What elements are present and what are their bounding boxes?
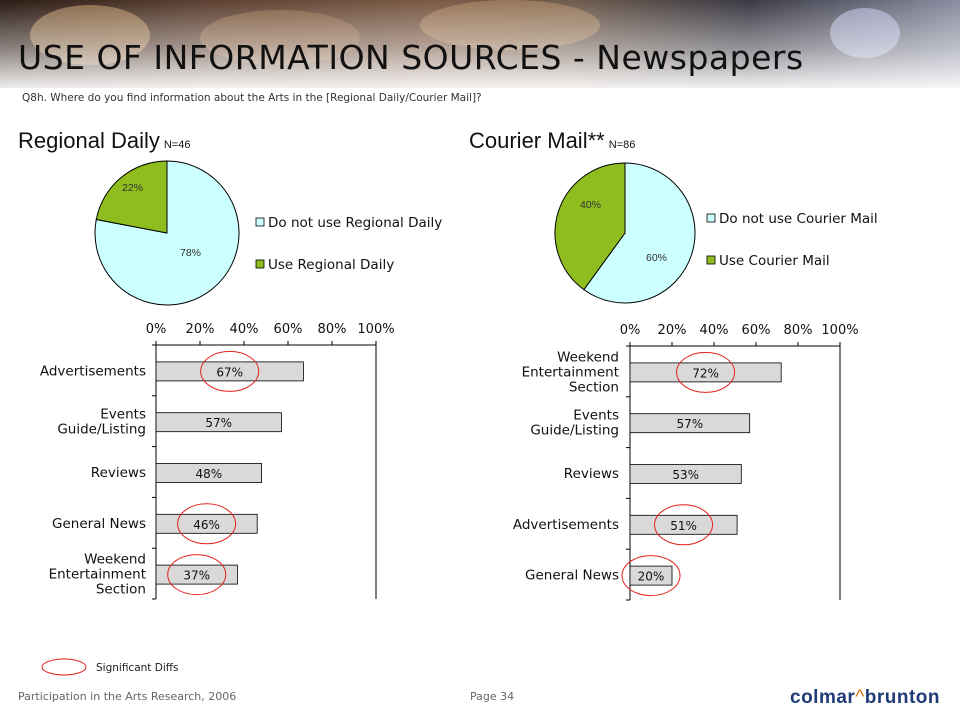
bar-category-label: Guide/Listing bbox=[57, 422, 146, 438]
legend-swatch bbox=[706, 255, 716, 265]
bar bbox=[629, 413, 751, 434]
pie-title-courier: Courier Mail** N=86 bbox=[469, 128, 635, 154]
bar-tick-label: 0% bbox=[620, 323, 641, 338]
bar-value-label: 46% bbox=[193, 518, 220, 532]
bar-category-label: Events bbox=[573, 408, 619, 424]
bar bbox=[155, 361, 304, 382]
significance-circle bbox=[676, 351, 736, 393]
bar-category-label: Entertainment bbox=[49, 567, 146, 583]
bar-value-label: 20% bbox=[638, 570, 665, 584]
bar-category-label: Weekend bbox=[557, 349, 619, 365]
bar-tick-label: 100% bbox=[357, 322, 394, 337]
question-text: Q8h. Where do you find information about… bbox=[22, 92, 482, 104]
bar-tick-label: 80% bbox=[318, 322, 347, 337]
bar-value-label: 72% bbox=[692, 366, 719, 380]
bar-tick-label: 20% bbox=[186, 322, 215, 337]
legend-label: Use Courier Mail bbox=[719, 253, 830, 269]
pie-n-regional: N=46 bbox=[163, 139, 191, 151]
bar-tick-label: 20% bbox=[658, 323, 687, 338]
bar-value-label: 51% bbox=[670, 519, 697, 533]
significance-circle bbox=[654, 504, 714, 546]
significance-circle bbox=[167, 554, 227, 596]
bar bbox=[155, 513, 258, 534]
bar-category-label: Weekend bbox=[84, 552, 146, 568]
bar-category-label: Events bbox=[100, 407, 146, 423]
bar-category-label: Reviews bbox=[564, 466, 619, 482]
significance-circle bbox=[177, 503, 237, 545]
legend-label: Use Regional Daily bbox=[268, 257, 394, 273]
bar-tick-label: 40% bbox=[230, 322, 259, 337]
bar-category-label: Section bbox=[96, 582, 146, 598]
bar-value-label: 53% bbox=[672, 468, 699, 482]
bar bbox=[155, 412, 282, 433]
header-banner bbox=[0, 0, 960, 88]
legend-label: Do not use Courier Mail bbox=[719, 211, 878, 227]
bar-value-label: 67% bbox=[216, 365, 243, 379]
logo-mark: ^ bbox=[855, 687, 865, 708]
pie-slice bbox=[583, 162, 696, 304]
bar-category-label: Advertisements bbox=[513, 517, 619, 533]
bar bbox=[629, 362, 782, 383]
banner-fade bbox=[0, 0, 960, 88]
significance-circle bbox=[200, 350, 260, 392]
pie-title-courier-text: Courier Mail** bbox=[469, 128, 605, 153]
bar bbox=[155, 463, 262, 483]
pie-slice-label: 22% bbox=[122, 182, 143, 194]
bar-tick-label: 40% bbox=[700, 323, 729, 338]
bar-category-label: Advertisements bbox=[40, 363, 146, 379]
bar-value-label: 48% bbox=[195, 467, 222, 481]
bar-category-label: Guide/Listing bbox=[530, 423, 619, 439]
footer-study: Participation in the Arts Research, 2006 bbox=[18, 690, 237, 703]
bar-tick-label: 100% bbox=[821, 323, 858, 338]
pie-title-regional-text: Regional Daily bbox=[18, 128, 160, 153]
page-title: USE OF INFORMATION SOURCES - Newspapers bbox=[18, 38, 804, 77]
bar-category-label: Section bbox=[569, 379, 619, 395]
bar-tick-label: 80% bbox=[784, 323, 813, 338]
bar bbox=[629, 514, 738, 535]
bar-value-label: 57% bbox=[205, 416, 232, 430]
bar bbox=[629, 565, 673, 586]
pie-slice bbox=[95, 160, 168, 234]
bar-tick-label: 60% bbox=[742, 323, 771, 338]
legend-swatch bbox=[706, 213, 716, 223]
pie-n-courier: N=86 bbox=[608, 139, 636, 151]
bar-category-label: Entertainment bbox=[522, 364, 619, 380]
pie-slice bbox=[554, 162, 626, 291]
bar bbox=[629, 464, 742, 484]
legend-swatch bbox=[255, 217, 265, 227]
bar-category-label: General News bbox=[52, 516, 146, 532]
bar-tick-label: 0% bbox=[146, 322, 167, 337]
significant-diffs-label: Significant Diffs bbox=[96, 662, 179, 674]
pie-slice-label: 60% bbox=[646, 252, 667, 264]
legend-swatch bbox=[255, 259, 265, 269]
significance-legend-circle bbox=[41, 658, 87, 676]
logo-left: colmar bbox=[790, 687, 856, 708]
pie-title-regional: Regional Daily N=46 bbox=[18, 128, 190, 154]
pie-slice-label: 78% bbox=[180, 247, 201, 259]
bar bbox=[155, 564, 238, 585]
footer-page-number: Page 34 bbox=[470, 690, 515, 703]
bar-value-label: 57% bbox=[677, 417, 704, 431]
colmar-brunton-logo: colmar^brunton bbox=[790, 687, 940, 709]
bar-category-label: General News bbox=[525, 568, 619, 584]
bar-category-label: Reviews bbox=[91, 465, 146, 481]
legend-label: Do not use Regional Daily bbox=[268, 215, 442, 231]
bar-tick-label: 60% bbox=[274, 322, 303, 337]
logo-right: brunton bbox=[864, 687, 940, 708]
pie-slice-label: 40% bbox=[580, 199, 601, 211]
bar-value-label: 37% bbox=[183, 569, 210, 583]
significance-circle bbox=[621, 555, 681, 597]
